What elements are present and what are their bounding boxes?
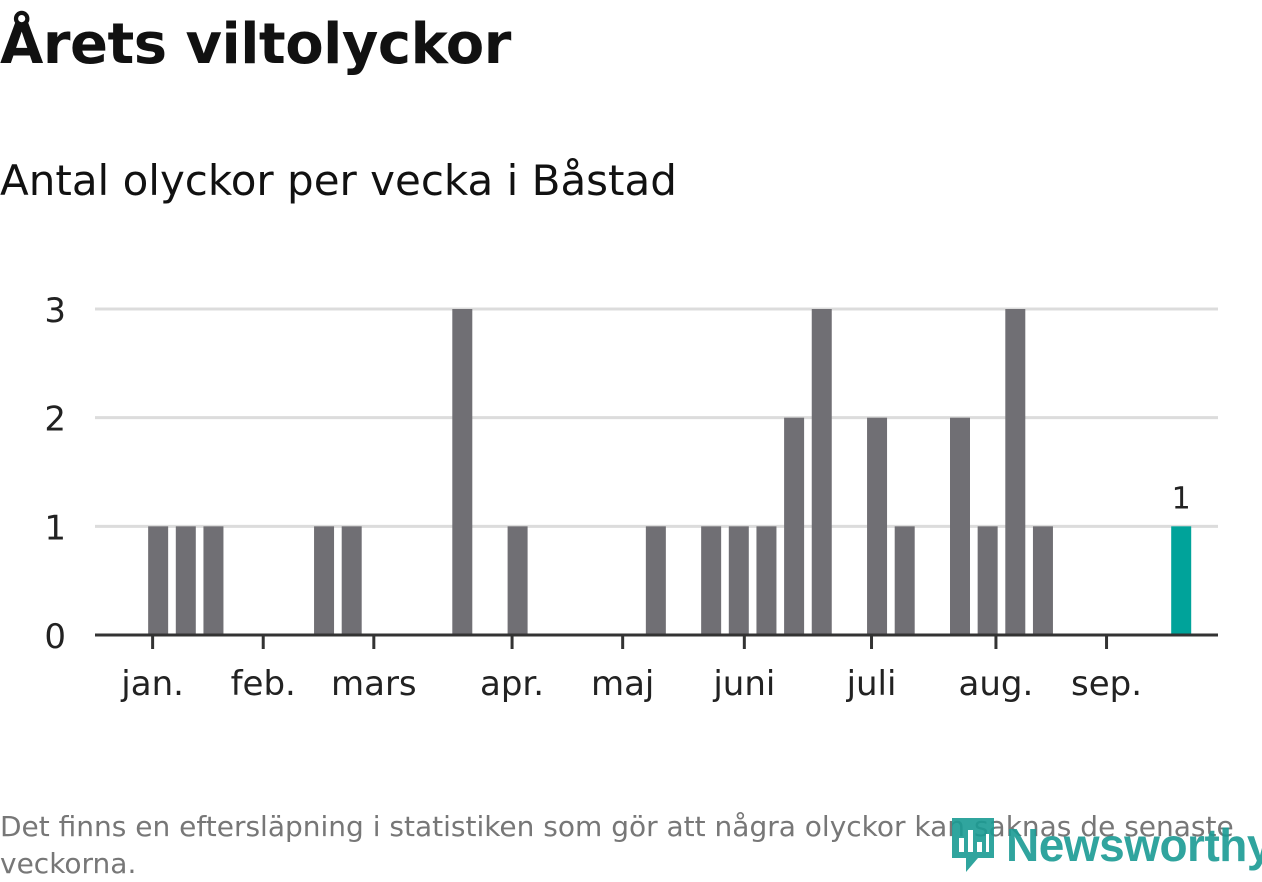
bar-highlight xyxy=(1171,526,1192,635)
footnote: Det finns en eftersläpning i statistiken… xyxy=(0,810,1234,880)
bar xyxy=(203,526,224,635)
x-tick-label: sep. xyxy=(1071,664,1142,704)
x-tick-label: feb. xyxy=(231,664,296,704)
bar xyxy=(341,526,362,635)
grid-lines xyxy=(95,307,1218,528)
bar xyxy=(701,526,722,635)
data-labels: 1 xyxy=(1165,481,1198,521)
logo-text: Newsworthy xyxy=(1006,819,1262,871)
bar xyxy=(314,526,335,635)
y-tick-label: 0 xyxy=(44,617,66,657)
bar xyxy=(756,526,777,635)
x-tick-label: juli xyxy=(846,664,897,704)
chart-title: Årets viltolyckor xyxy=(0,12,511,77)
x-tick-label: apr. xyxy=(480,664,544,704)
bar xyxy=(1005,309,1026,635)
x-tick-label: mars xyxy=(331,664,417,704)
data-label: 1 xyxy=(1172,481,1191,516)
bar xyxy=(728,526,749,635)
y-tick-label: 2 xyxy=(44,400,66,440)
bar xyxy=(894,526,915,635)
bar xyxy=(977,526,998,635)
bar xyxy=(1032,526,1053,635)
x-tick-label: aug. xyxy=(959,664,1034,704)
x-tick-labels: jan. feb. mars apr. maj juni juli aug. sep. xyxy=(120,664,1142,704)
bar xyxy=(452,309,473,635)
x-tick-label: juni xyxy=(712,664,775,704)
bar xyxy=(784,417,805,635)
bar xyxy=(175,526,196,635)
y-tick-label: 3 xyxy=(44,291,66,331)
y-tick-labels: 0 1 2 3 xyxy=(44,291,66,657)
x-tick-label: maj xyxy=(591,664,654,704)
bar xyxy=(950,417,970,635)
newsworthy-logo: Newsworthy xyxy=(948,814,1262,876)
y-tick-label: 1 xyxy=(44,508,66,548)
chart-subtitle: Antal olyckor per vecka i Båstad xyxy=(0,156,677,205)
bar xyxy=(867,417,888,635)
data-label-bg xyxy=(1165,482,1198,521)
bar xyxy=(645,526,666,635)
x-tick-label: jan. xyxy=(120,664,184,704)
newsworthy-logo-icon xyxy=(952,818,994,872)
bar xyxy=(507,526,528,635)
bar xyxy=(148,526,169,635)
bar xyxy=(811,309,832,635)
bars xyxy=(148,309,1192,635)
x-axis xyxy=(95,633,1218,649)
